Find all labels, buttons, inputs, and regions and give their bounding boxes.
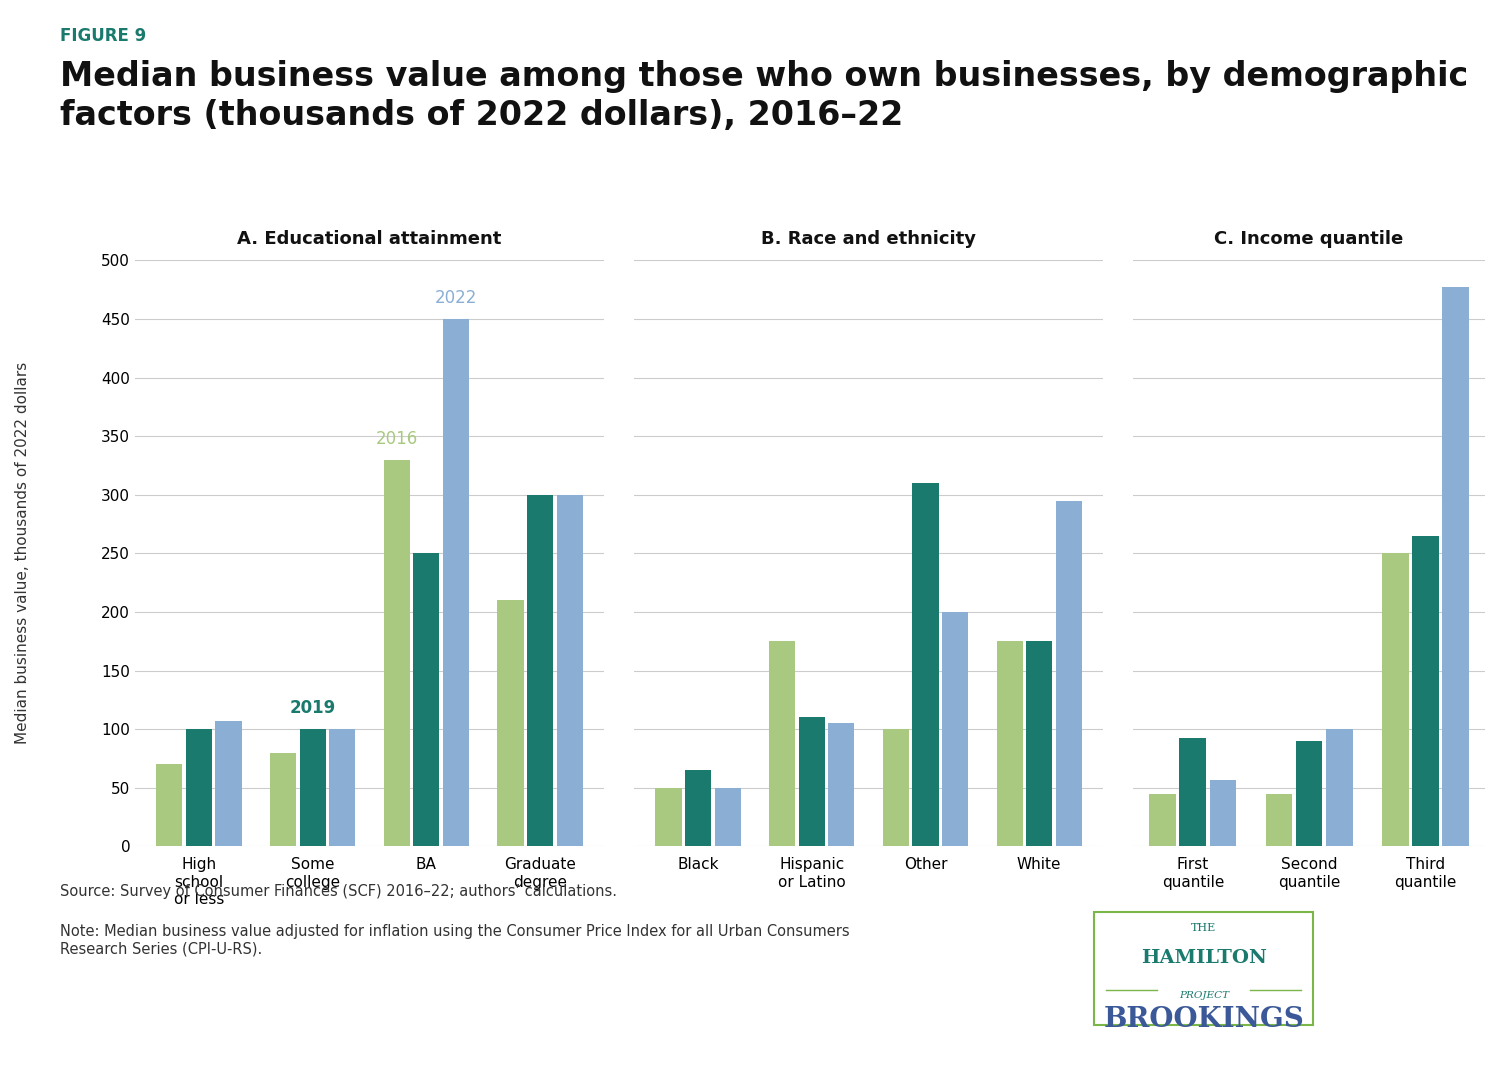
Text: Source: Survey of Consumer Finances (SCF) 2016–22; authors’ calculations.: Source: Survey of Consumer Finances (SCF…	[60, 884, 616, 899]
Bar	[270, 753, 296, 846]
Bar	[328, 729, 356, 846]
Bar	[1296, 741, 1323, 846]
Bar	[798, 717, 825, 846]
Text: Note: Median business value adjusted for inflation using the Consumer Price Inde: Note: Median business value adjusted for…	[60, 924, 849, 957]
Bar	[714, 788, 741, 846]
Bar	[526, 495, 554, 846]
Bar	[1179, 739, 1206, 846]
Bar	[1443, 288, 1468, 846]
Bar	[300, 729, 326, 846]
Bar	[556, 495, 582, 846]
Bar	[186, 729, 211, 846]
Bar	[156, 764, 183, 846]
Bar	[1209, 779, 1236, 846]
Bar	[1382, 553, 1408, 846]
Bar	[1266, 793, 1293, 846]
Text: 2019: 2019	[290, 700, 336, 717]
Text: 2022: 2022	[435, 290, 477, 307]
Title: B. Race and ethnicity: B. Race and ethnicity	[760, 230, 976, 247]
Bar	[996, 641, 1023, 846]
Text: 2016: 2016	[375, 430, 419, 448]
Bar	[1326, 729, 1353, 846]
Bar	[884, 729, 909, 846]
Bar	[442, 319, 470, 846]
Bar	[828, 724, 855, 846]
Bar	[1026, 641, 1053, 846]
Bar	[384, 460, 410, 846]
Text: Median business value among those who own businesses, by demographic
factors (th: Median business value among those who ow…	[60, 60, 1468, 132]
Text: BROOKINGS: BROOKINGS	[1104, 1006, 1305, 1033]
Bar	[1056, 500, 1082, 846]
Text: FIGURE 9: FIGURE 9	[60, 27, 147, 46]
Title: C. Income quantile: C. Income quantile	[1215, 230, 1404, 247]
Text: Median business value, thousands of 2022 dollars: Median business value, thousands of 2022…	[15, 362, 30, 744]
Bar	[912, 483, 939, 846]
Title: A. Educational attainment: A. Educational attainment	[237, 230, 501, 247]
Bar	[414, 553, 440, 846]
Bar	[498, 600, 523, 846]
Text: THE: THE	[1191, 923, 1216, 933]
Bar	[770, 641, 795, 846]
Text: PROJECT: PROJECT	[1179, 992, 1228, 1000]
Bar	[656, 788, 681, 846]
Bar	[1149, 793, 1176, 846]
Bar	[942, 612, 968, 846]
Bar	[1412, 536, 1438, 846]
Bar	[216, 720, 242, 846]
Text: HAMILTON: HAMILTON	[1142, 949, 1266, 968]
Bar	[686, 770, 711, 846]
